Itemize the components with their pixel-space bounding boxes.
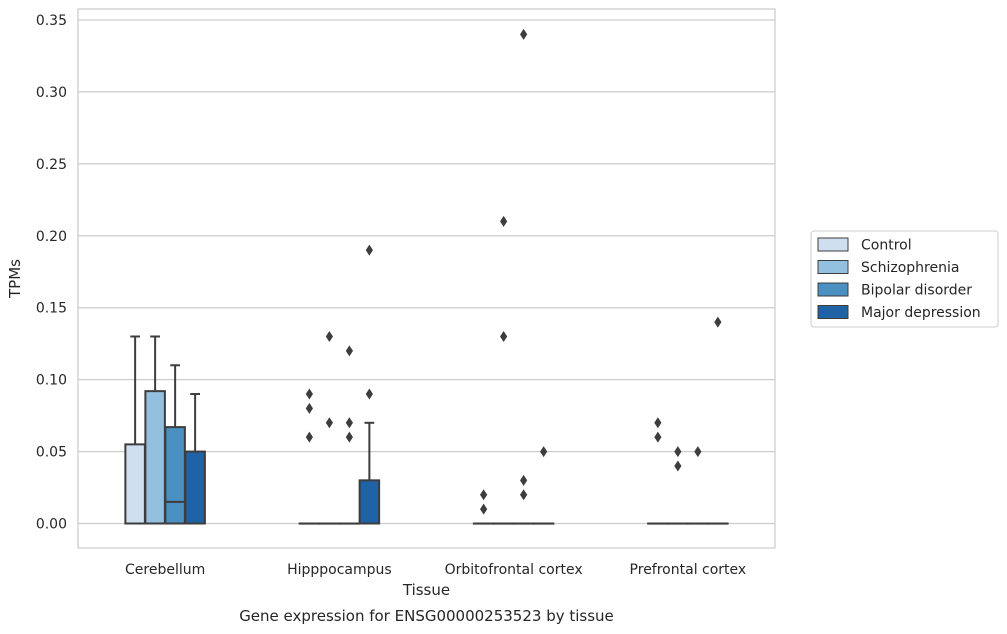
y-tick-label: 0.35 (36, 13, 67, 29)
box-body (124, 443, 146, 525)
legend-swatch (817, 305, 849, 319)
outliers (305, 28, 722, 515)
legend: Control Schizophrenia Bipolar disorder Majo… (810, 230, 999, 328)
outlier-point (305, 388, 313, 400)
box-body (144, 390, 166, 525)
legend-label: Control (861, 238, 912, 254)
x-axis-label: Tissue (402, 581, 450, 599)
outlier-point (480, 503, 488, 515)
outlier-point (654, 417, 662, 429)
x-tick-label: Cerebellum (125, 562, 205, 578)
box-body (184, 450, 206, 525)
legend-swatch (817, 260, 849, 274)
outlier-point (345, 431, 353, 443)
outlier-point (480, 489, 488, 501)
boxes (124, 335, 729, 525)
outlier-point (654, 431, 662, 443)
x-tick-label: Orbitofrontal cortex (445, 562, 583, 578)
box-1-3 (358, 421, 381, 525)
outlier-point (674, 446, 682, 458)
outlier-point (345, 417, 353, 429)
y-tick-label: 0.00 (36, 517, 67, 533)
outlier-point (365, 388, 373, 400)
y-tick-label: 0.15 (36, 301, 67, 317)
box-0-2 (164, 364, 186, 525)
x-tick-labels: Cerebellum Hipppocampus Orbitofrontal cort… (125, 562, 746, 578)
plot-frame (77, 8, 776, 549)
legend-label: Major depression (861, 305, 981, 321)
y-tick-label: 0.20 (36, 229, 67, 245)
box-0-0 (124, 335, 146, 525)
legend-label: Schizophrenia (861, 260, 959, 276)
box-body (164, 426, 186, 525)
y-tick-label: 0.05 (36, 445, 67, 461)
x-tick-label: Prefrontal cortex (630, 562, 747, 578)
outlier-point (540, 446, 548, 458)
y-tick-label: 0.25 (36, 157, 67, 173)
outlier-point (520, 28, 528, 40)
outlier-point (674, 460, 682, 472)
outlier-point (714, 316, 722, 328)
outlier-point (500, 215, 508, 227)
legend-items: Control Schizophrenia Bipolar disorder Majo… (817, 237, 981, 321)
legend-label: Bipolar disorder (861, 283, 972, 299)
outlier-point (345, 345, 353, 357)
outlier-point (500, 330, 508, 342)
legend-swatch (817, 237, 849, 252)
y-tick-label: 0.10 (36, 373, 67, 389)
y-axis-label: TPMs (6, 259, 24, 299)
outlier-point (520, 489, 528, 501)
outlier-point (325, 417, 333, 429)
chart-caption: Gene expression for ENSG00000253523 by t… (239, 607, 614, 625)
x-tick-label: Hipppocampus (287, 562, 392, 578)
box-0-1 (144, 335, 166, 525)
outlier-point (305, 431, 313, 443)
outlier-point (520, 474, 528, 486)
outlier-point (325, 330, 333, 342)
outlier-point (365, 244, 373, 256)
legend-frame (810, 230, 999, 328)
y-tick-label: 0.30 (36, 85, 67, 101)
box-body (358, 479, 381, 525)
outlier-point (305, 402, 313, 414)
y-tick-labels: 0.00 0.05 0.10 0.15 0.20 0.25 0.30 0.35 (36, 13, 67, 533)
legend-swatch (817, 282, 849, 297)
box-0-3 (184, 393, 206, 525)
outlier-point (694, 446, 702, 458)
